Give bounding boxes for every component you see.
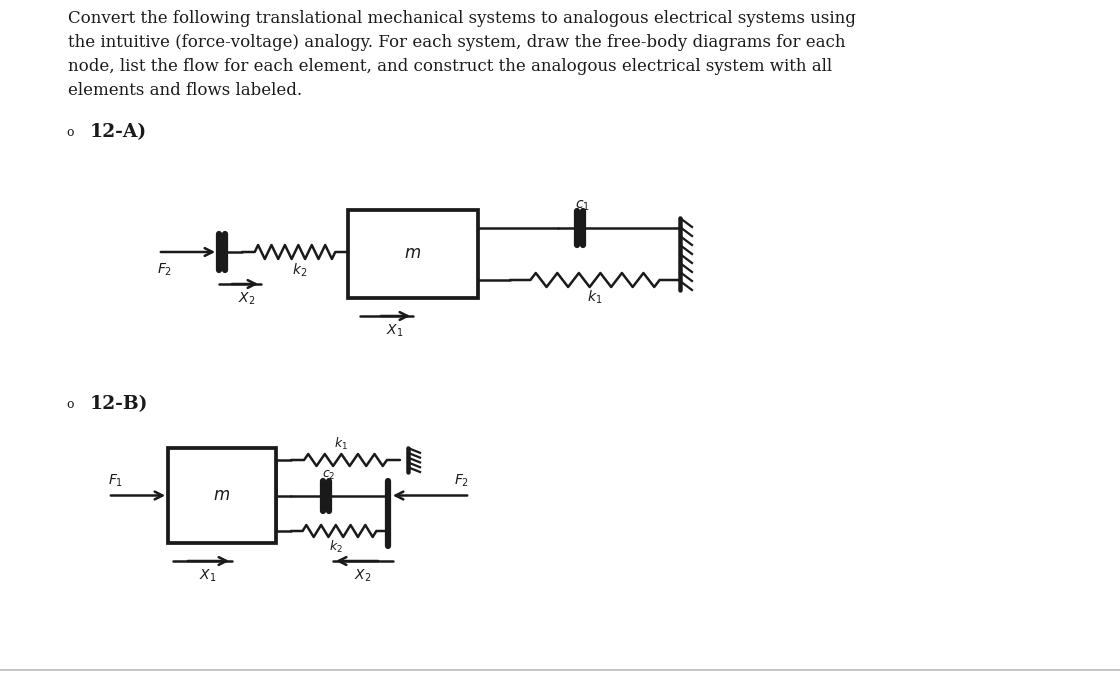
Text: $c_2$: $c_2$	[323, 469, 336, 482]
Text: Convert the following translational mechanical systems to analogous electrical s: Convert the following translational mech…	[68, 10, 856, 99]
Text: $X_2$: $X_2$	[354, 568, 372, 584]
Text: o: o	[66, 126, 74, 139]
Text: $k_1$: $k_1$	[587, 288, 603, 306]
Text: o: o	[66, 398, 74, 411]
Bar	[348, 210, 478, 298]
Text: $F_2$: $F_2$	[455, 473, 469, 489]
Text: $m$: $m$	[404, 245, 421, 262]
Text: $m$: $m$	[214, 487, 231, 504]
Text: 12-A): 12-A)	[90, 123, 147, 141]
Text: $F_2$: $F_2$	[158, 262, 172, 278]
Text: $X_1$: $X_1$	[199, 568, 216, 584]
Text: $k_2$: $k_2$	[292, 261, 308, 279]
Bar	[168, 448, 276, 543]
Text: $X_2$: $X_2$	[239, 291, 255, 307]
Text: $k_2$: $k_2$	[329, 539, 343, 555]
Text: $X_1$: $X_1$	[386, 323, 403, 339]
Text: $F_1$: $F_1$	[109, 473, 123, 489]
Text: $c_1$: $c_1$	[575, 199, 589, 214]
Text: 12-B): 12-B)	[90, 395, 148, 413]
Text: $k_1$: $k_1$	[334, 436, 348, 452]
